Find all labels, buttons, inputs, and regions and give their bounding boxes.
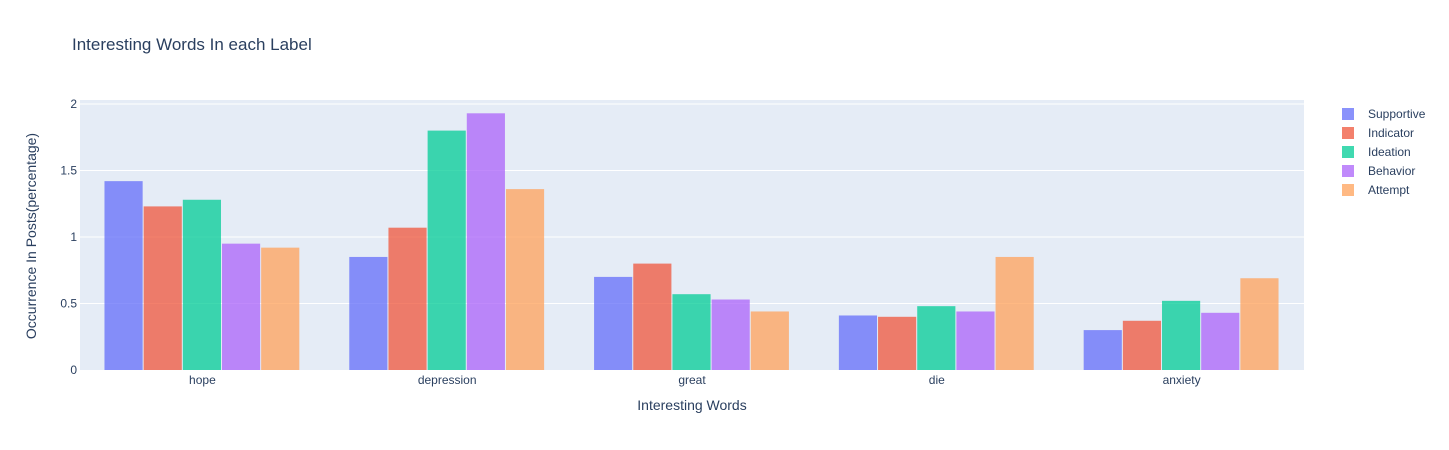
x-tick-label: hope xyxy=(189,373,216,387)
legend-item-ideation[interactable]: Ideation xyxy=(1342,145,1411,159)
y-tick-label: 0.5 xyxy=(60,297,77,311)
bar-ideation-anxiety[interactable] xyxy=(1162,300,1201,370)
bar-supportive-die[interactable] xyxy=(838,315,878,370)
bar-attempt-anxiety[interactable] xyxy=(1240,278,1279,370)
bar-attempt-great[interactable] xyxy=(750,311,789,370)
x-tick-labels: hope depression great die anxiety xyxy=(189,373,1201,387)
bar-ideation-hope[interactable] xyxy=(182,199,221,370)
bar-indicator-hope[interactable] xyxy=(143,206,182,370)
bar-behavior-great[interactable] xyxy=(711,299,750,370)
bar-supportive-anxiety[interactable] xyxy=(1083,330,1122,370)
bar-attempt-depression[interactable] xyxy=(505,189,545,370)
bar-behavior-anxiety[interactable] xyxy=(1201,312,1240,370)
y-tick-labels: 0 0.5 1 1.5 2 xyxy=(60,97,77,377)
bar-attempt-die[interactable] xyxy=(995,256,1034,370)
legend-swatch xyxy=(1342,184,1354,196)
chart-title: Interesting Words In each Label xyxy=(72,35,312,54)
legend-swatch xyxy=(1342,108,1354,120)
legend-label: Indicator xyxy=(1368,126,1414,140)
x-tick-label: depression xyxy=(418,373,477,387)
bar-ideation-depression[interactable] xyxy=(427,130,466,370)
bar-behavior-depression[interactable] xyxy=(466,113,505,370)
y-axis-title: Occurrence In Posts(percentage) xyxy=(23,133,39,339)
x-axis-title: Interesting Words xyxy=(637,397,746,413)
legend-item-behavior[interactable]: Behavior xyxy=(1342,164,1415,178)
bar-behavior-hope[interactable] xyxy=(221,243,261,370)
legend-label: Behavior xyxy=(1368,164,1415,178)
bar-supportive-hope[interactable] xyxy=(104,181,143,370)
legend-item-attempt[interactable]: Attempt xyxy=(1342,183,1410,197)
legend-label: Supportive xyxy=(1368,107,1426,121)
legend-label: Attempt xyxy=(1368,183,1410,197)
bar-attempt-hope[interactable] xyxy=(261,247,300,370)
bar-indicator-great[interactable] xyxy=(633,263,672,370)
legend-item-indicator[interactable]: Indicator xyxy=(1342,126,1414,140)
legend: Supportive Indicator Ideation Behavior Attem… xyxy=(1342,107,1426,197)
bar-ideation-die[interactable] xyxy=(917,306,956,370)
bar-ideation-great[interactable] xyxy=(672,294,711,370)
bars xyxy=(104,113,1279,370)
y-tick-label: 1 xyxy=(70,230,77,244)
y-tick-label: 2 xyxy=(70,97,77,111)
legend-label: Ideation xyxy=(1368,145,1411,159)
x-tick-label: anxiety xyxy=(1163,373,1201,387)
legend-item-supportive[interactable]: Supportive xyxy=(1342,107,1426,121)
legend-swatch xyxy=(1342,165,1354,177)
bar-indicator-die[interactable] xyxy=(878,316,917,370)
bar-supportive-depression[interactable] xyxy=(349,256,388,370)
legend-swatch xyxy=(1342,146,1354,158)
legend-swatch xyxy=(1342,127,1354,139)
bar-indicator-depression[interactable] xyxy=(388,227,427,370)
x-tick-label: die xyxy=(929,373,945,387)
bar-indicator-anxiety[interactable] xyxy=(1122,320,1162,370)
bar-supportive-great[interactable] xyxy=(594,276,633,370)
y-tick-label: 1.5 xyxy=(60,164,77,178)
y-tick-label: 0 xyxy=(70,363,77,377)
x-tick-label: great xyxy=(678,373,706,387)
bar-behavior-die[interactable] xyxy=(956,311,995,370)
